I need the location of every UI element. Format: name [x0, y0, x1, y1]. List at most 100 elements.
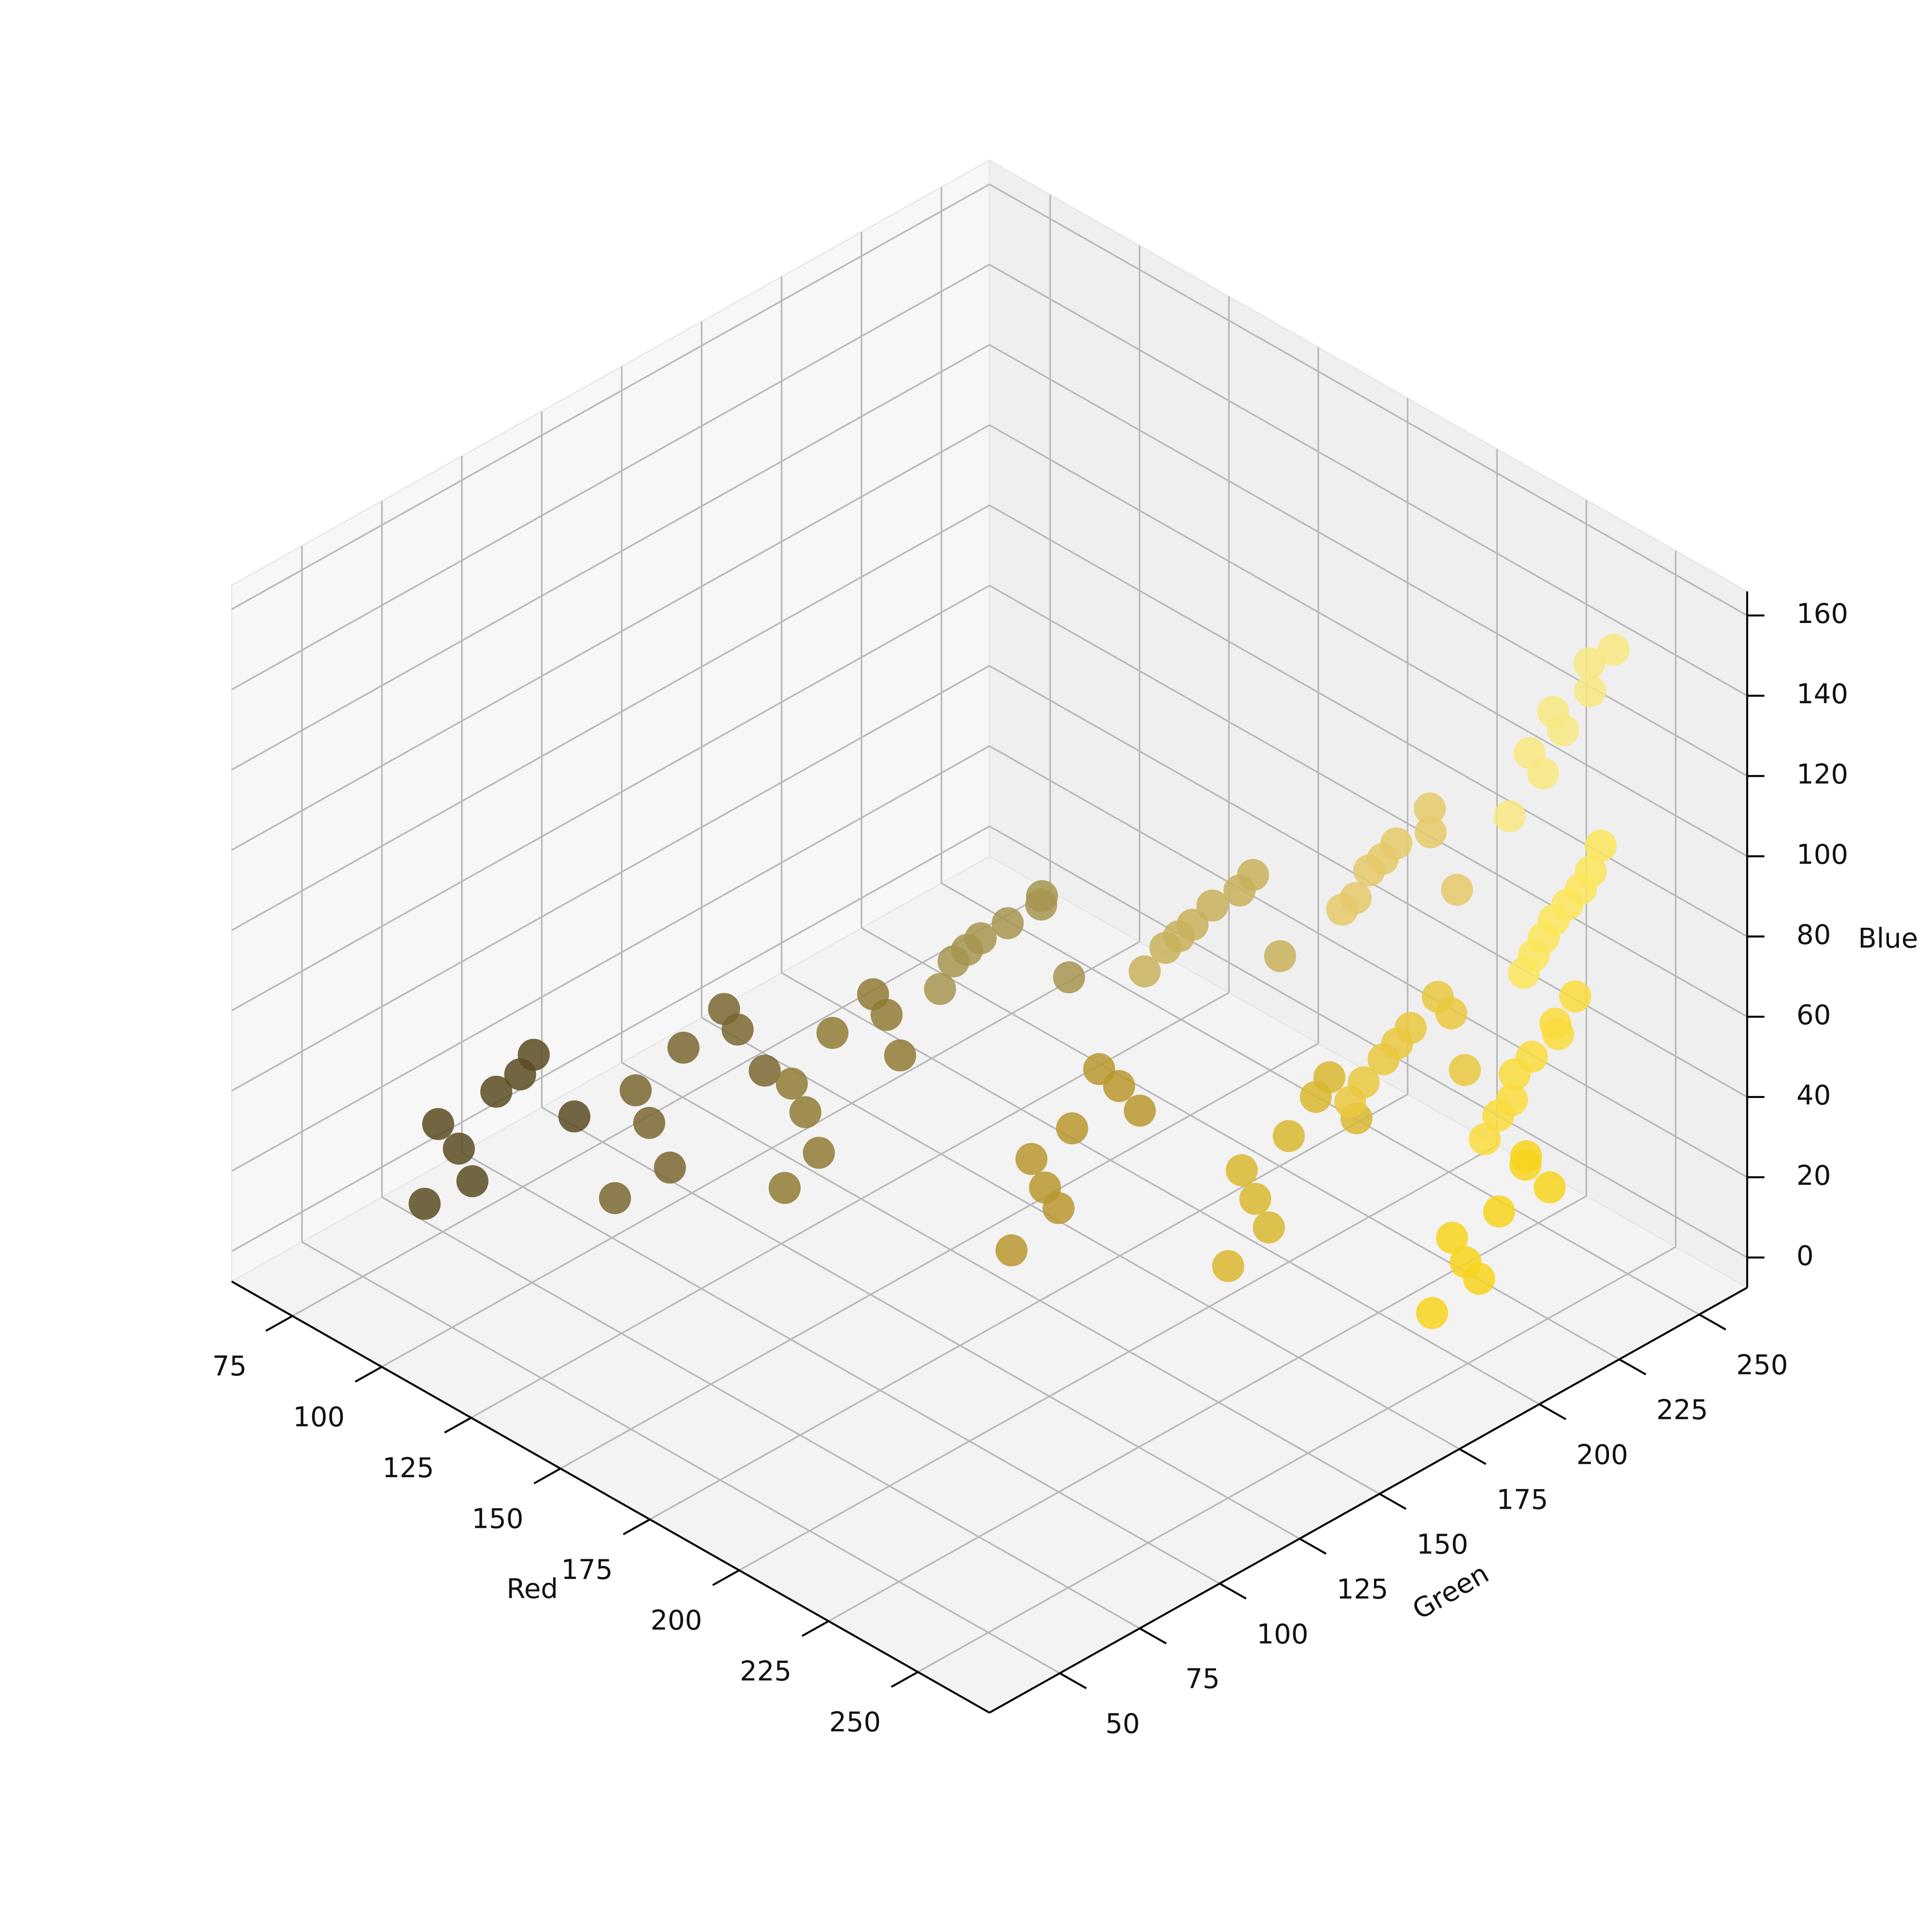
x-axis-line	[231, 1280, 990, 1714]
z-tick-label: 80	[1796, 919, 1831, 951]
grid-line	[989, 264, 1748, 697]
point	[480, 1075, 513, 1108]
point	[1103, 1070, 1136, 1102]
point	[1441, 873, 1473, 906]
grid-line	[701, 1017, 1460, 1450]
point	[1056, 1112, 1088, 1145]
point	[442, 1132, 475, 1165]
point	[1196, 890, 1229, 922]
x-tick	[891, 1671, 919, 1688]
point	[1225, 1154, 1258, 1187]
point	[1483, 1195, 1515, 1228]
grid	[231, 183, 1748, 1674]
point	[620, 1074, 652, 1106]
point	[1025, 888, 1058, 921]
point	[789, 1096, 822, 1128]
point	[995, 1234, 1028, 1267]
point	[749, 1054, 781, 1087]
point	[721, 1013, 754, 1046]
y-axis-label: Green	[1407, 1557, 1494, 1626]
grid-line	[231, 665, 990, 1092]
point	[1542, 1018, 1574, 1050]
x-axis-label: Red	[506, 1573, 558, 1605]
grid-line	[989, 344, 1748, 777]
point	[1449, 1054, 1481, 1086]
z-tick-label: 140	[1796, 678, 1848, 710]
point	[633, 1106, 665, 1139]
point	[1212, 1250, 1245, 1282]
point	[1381, 1027, 1413, 1060]
y-tick	[1459, 1448, 1487, 1465]
point	[1559, 980, 1591, 1013]
point	[1585, 829, 1617, 862]
x-tick-label: 125	[382, 1452, 434, 1484]
x-tick	[712, 1569, 740, 1586]
y-tick-label: 50	[1106, 1708, 1140, 1740]
point	[1124, 1095, 1156, 1127]
point	[1565, 873, 1597, 905]
y-tick	[1379, 1493, 1407, 1510]
z-tick-label: 20	[1796, 1160, 1831, 1191]
grid-line	[461, 1151, 1220, 1585]
grid-line	[989, 424, 1748, 857]
y-axis-line	[988, 1287, 1748, 1714]
point	[1239, 1182, 1272, 1215]
y-tick	[1299, 1537, 1327, 1555]
grid-line	[739, 1144, 1498, 1571]
point	[1534, 1171, 1566, 1203]
point	[1537, 696, 1569, 728]
y-tick	[1539, 1403, 1567, 1420]
points	[408, 633, 1630, 1329]
x-tick-label: 100	[293, 1401, 344, 1433]
point	[408, 1188, 441, 1220]
point	[1573, 647, 1606, 680]
y-tick-label: 100	[1256, 1619, 1308, 1650]
grid-line	[861, 927, 1620, 1360]
point	[1537, 904, 1570, 936]
y-tick	[1698, 1313, 1727, 1331]
y-tick-label: 200	[1577, 1439, 1628, 1470]
point	[1436, 1222, 1468, 1254]
point	[1518, 939, 1550, 971]
point	[924, 973, 956, 1005]
point	[599, 1182, 631, 1214]
point	[991, 907, 1024, 939]
x-tick	[444, 1417, 472, 1434]
point	[775, 1067, 808, 1100]
point	[1347, 1066, 1380, 1098]
point	[1509, 1148, 1542, 1181]
grid-line	[649, 1094, 1408, 1520]
point	[1149, 932, 1181, 964]
point	[1482, 1099, 1514, 1132]
y-tick-label: 75	[1185, 1664, 1220, 1695]
grid-line	[381, 1196, 1140, 1629]
z-tick-label: 160	[1796, 598, 1848, 630]
grid-line	[989, 504, 1748, 937]
y-tick-label: 125	[1337, 1574, 1388, 1605]
x-tick-label: 225	[740, 1656, 792, 1687]
point	[768, 1171, 801, 1204]
y-tick	[1059, 1672, 1087, 1689]
point	[456, 1165, 489, 1198]
grid-line	[231, 183, 990, 610]
point	[1253, 1211, 1285, 1244]
x-tick-label: 75	[212, 1351, 247, 1382]
point	[1493, 800, 1526, 833]
z-tick-label: 120	[1796, 759, 1848, 790]
point	[1223, 874, 1256, 907]
point	[937, 945, 970, 977]
point	[965, 922, 997, 955]
z-tick-label: 40	[1796, 1080, 1831, 1111]
grid-line	[231, 504, 990, 931]
point	[1598, 633, 1630, 666]
x-tick	[354, 1366, 383, 1383]
point	[1416, 1297, 1449, 1329]
y-tick-label: 150	[1417, 1529, 1468, 1560]
point	[558, 1100, 590, 1133]
grid-line	[292, 890, 1051, 1317]
grid-line	[231, 826, 990, 1252]
point	[1299, 1081, 1332, 1113]
